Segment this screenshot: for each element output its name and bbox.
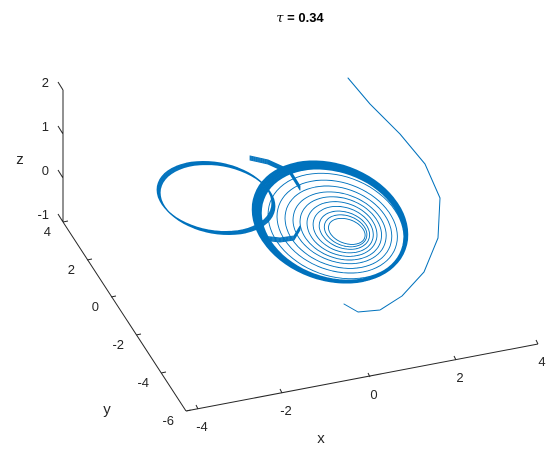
x-axis-line bbox=[185, 343, 539, 412]
y-axis-label: y bbox=[103, 401, 111, 418]
y-tick-mark bbox=[86, 258, 93, 261]
trajectory-connector bbox=[261, 225, 301, 239]
x-tick-mark bbox=[195, 404, 199, 410]
trajectory-left-lobe bbox=[159, 164, 276, 235]
trajectory-connector bbox=[249, 158, 301, 190]
trajectory-inner-spiral bbox=[292, 191, 387, 265]
trajectory-inner-spiral bbox=[267, 172, 405, 280]
y-tick-label: -4 bbox=[137, 375, 149, 390]
z-tick-label: 2 bbox=[42, 75, 49, 90]
z-tick-label: 1 bbox=[42, 119, 49, 134]
y-axis-line bbox=[62, 221, 187, 412]
x-axis-label: x bbox=[317, 430, 325, 447]
x-tick-label: -2 bbox=[280, 403, 292, 418]
x-tick-mark bbox=[367, 372, 371, 378]
trajectory-connector bbox=[249, 156, 301, 188]
chart-title: τ = 0.34 bbox=[276, 10, 324, 26]
trajectory-transient bbox=[343, 77, 441, 313]
trajectory-inner-spiral bbox=[312, 205, 374, 254]
x-tick-label: 4 bbox=[538, 354, 545, 369]
y-tick-label: 0 bbox=[92, 299, 99, 314]
x-tick-mark bbox=[453, 355, 457, 361]
plot-area bbox=[156, 77, 441, 313]
trajectory-inner-spiral bbox=[323, 214, 368, 248]
trajectory-inner-spiral bbox=[328, 217, 366, 245]
z-tick-mark bbox=[57, 125, 64, 135]
trajectory-inner-spiral bbox=[284, 185, 393, 269]
axes-box bbox=[62, 90, 539, 412]
x-tick-label: 2 bbox=[456, 370, 463, 385]
trajectory-inner-spiral bbox=[318, 210, 371, 250]
y-tick-mark bbox=[160, 371, 167, 374]
y-tick-label: -6 bbox=[162, 413, 174, 428]
y-tick-mark bbox=[135, 333, 142, 336]
z-tick-label: 0 bbox=[42, 163, 49, 178]
x-tick-label: -4 bbox=[196, 419, 208, 434]
x-tick-mark bbox=[535, 339, 539, 345]
trajectory-right-lobe-band bbox=[260, 168, 405, 281]
y-tick-mark bbox=[110, 295, 117, 298]
trajectory-connector bbox=[261, 227, 301, 241]
trajectory-right-lobe-band bbox=[255, 163, 407, 283]
y-tick-label: 2 bbox=[68, 262, 75, 277]
z-tick-label: -1 bbox=[37, 207, 49, 222]
y-tick-label: -2 bbox=[112, 337, 124, 352]
z-tick-mark bbox=[57, 81, 64, 91]
z-tick-mark bbox=[57, 213, 64, 223]
trajectory-connector bbox=[249, 157, 301, 189]
y-tick-mark bbox=[185, 409, 192, 412]
x-tick-mark bbox=[279, 388, 283, 394]
y-tick-mark bbox=[62, 220, 69, 223]
z-axis-label: z bbox=[16, 151, 24, 168]
trajectory-inner-spiral bbox=[276, 179, 398, 274]
y-tick-label: 4 bbox=[44, 224, 51, 239]
trajectory-connector bbox=[261, 226, 301, 240]
tick-group: -4 -2 0 2 4 -6 -4 -2 0 2 4 -1 0 1 2 bbox=[37, 75, 545, 434]
z-tick-mark bbox=[57, 169, 64, 179]
trajectory-inner-spiral bbox=[306, 201, 378, 257]
x-tick-label: 0 bbox=[370, 387, 377, 402]
trajectory-inner-spiral bbox=[299, 196, 383, 261]
